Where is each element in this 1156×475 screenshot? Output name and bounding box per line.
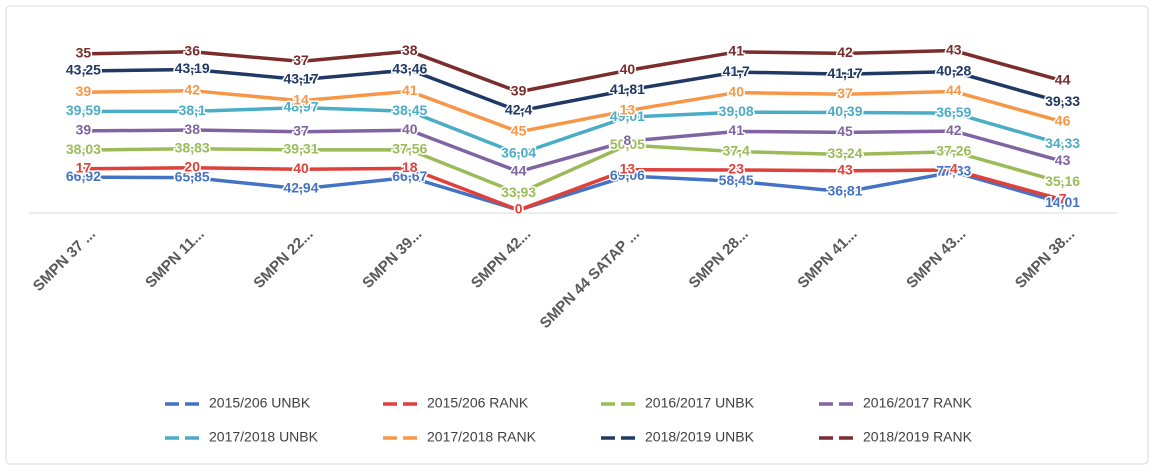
data-label: 44 [1055,72,1071,88]
data-label: 43,19 [175,60,210,76]
data-label: 18 [402,159,418,175]
data-label: 38,03 [66,141,101,157]
series-line [83,143,1064,196]
data-label: 36,59 [936,104,971,120]
data-label: 23 [728,161,744,177]
data-label: 0 [515,201,523,217]
data-label: 39 [76,122,92,138]
data-label: 13 [620,160,636,176]
data-label: 37,4 [723,142,750,158]
data-label: 35,16 [1045,173,1080,189]
legend-label: 2018/2019 RANK [863,429,973,445]
data-label: 43 [946,41,962,57]
data-label: 14 [293,91,309,107]
data-label: 45 [837,123,853,139]
data-label: 39,31 [283,141,318,157]
data-label: 37 [293,52,309,68]
data-label: 41 [402,82,418,98]
data-label: 33,93 [501,184,536,200]
data-label: 39 [511,83,527,99]
data-label: 37 [293,122,309,138]
data-label: 41,7 [723,63,750,79]
series-line [83,67,1064,113]
data-label: 38,1 [179,102,206,118]
data-label: 35 [76,45,92,61]
data-label: 38 [402,42,418,58]
data-label: 43,46 [392,61,427,77]
data-label: 77,33 [936,163,971,179]
legend-label: 2015/206 UNBK [209,395,311,411]
data-label: 41,17 [827,65,862,81]
data-label: 34,33 [1045,135,1080,151]
data-label: 4 [950,161,958,177]
data-label: 40 [402,121,418,137]
data-label: 40,28 [936,62,971,78]
series-line [83,128,1064,174]
data-label: 43,17 [283,70,318,86]
data-label: 13 [620,101,636,117]
data-label: 40,39 [827,103,862,119]
data-label: 37 [837,85,853,101]
data-label: 43 [837,161,853,177]
data-label: 17 [76,159,92,175]
data-label: 41 [728,122,744,138]
data-label: 39,08 [719,103,754,119]
legend-label: 2017/2018 UNBK [209,429,319,445]
data-label: 20 [184,159,200,175]
legend-label: 2017/2018 RANK [427,429,537,445]
data-label: 66,67 [392,168,427,184]
data-label: 33,24 [827,145,862,161]
legend-label: 2015/206 RANK [427,395,529,411]
data-label: 41,81 [610,81,645,97]
data-label: 7 [1059,190,1067,206]
legend-label: 2016/2017 UNBK [645,395,755,411]
data-label: 40 [620,61,636,77]
series-line [83,170,1064,212]
data-label: 38,83 [175,139,210,155]
data-label: 42 [837,44,853,60]
data-label: 38 [184,121,200,137]
series-line [83,166,1064,212]
legend-label: 2016/2017 RANK [863,395,973,411]
chart-border [5,5,1149,465]
data-label: 44 [511,162,527,178]
data-label: 43,25 [66,62,101,78]
data-label: 38,45 [392,102,427,118]
data-label: 39 [76,83,92,99]
data-label: 45 [511,123,527,139]
legend-label: 2018/2019 UNBK [645,429,755,445]
data-label: 40 [293,160,309,176]
data-label: 0 [515,201,523,217]
series-line [83,48,1064,94]
data-label: 42 [946,122,962,138]
data-label: 49,01 [610,108,645,124]
data-label: 58,45 [719,172,754,188]
data-label: 42 [184,81,200,97]
data-label: 43 [1055,152,1071,168]
data-label: 36,81 [827,183,862,199]
data-label: 8 [624,132,632,148]
series-line [83,88,1064,134]
data-label: 44 [946,82,962,98]
data-label: 36 [184,42,200,58]
data-label: 41 [728,43,744,59]
data-label: 69,06 [610,167,645,183]
data-label: 37,26 [936,142,971,158]
data-label: 66,92 [66,168,101,184]
series-line [83,105,1064,156]
data-label: 42,94 [283,180,318,196]
data-label: 42,4 [505,102,532,118]
data-label: 48,97 [283,98,318,114]
data-label: 46 [1055,112,1071,128]
data-label: 14,01 [1045,194,1080,210]
data-label: 40 [728,83,744,99]
data-label: 39,33 [1045,93,1080,109]
data-label: 50,05 [610,136,645,152]
data-label: 36,04 [501,145,536,161]
data-label: 37,56 [392,141,427,157]
data-label: 65,85 [175,168,210,184]
data-label: 39,59 [66,102,101,118]
